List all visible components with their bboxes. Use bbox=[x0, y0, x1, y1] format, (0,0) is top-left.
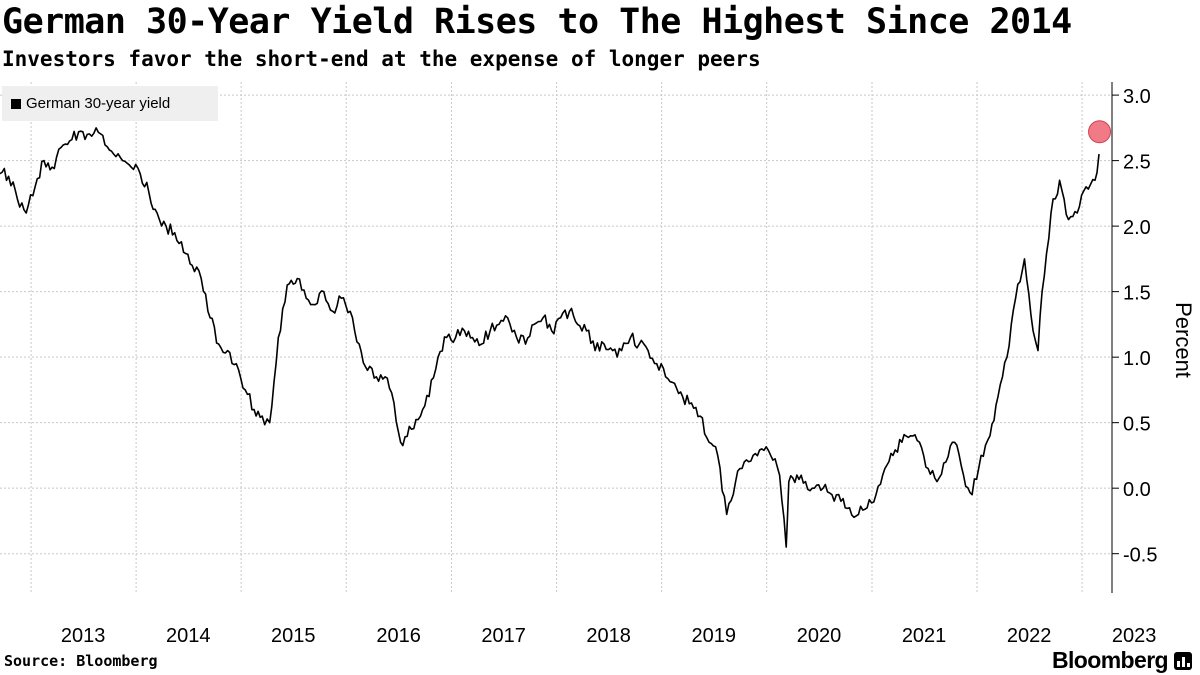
x-tick-label: 2017 bbox=[481, 625, 526, 647]
x-tick-label: 2019 bbox=[691, 625, 736, 647]
x-tick-label: 2014 bbox=[166, 625, 211, 647]
bloomberg-chart-icon bbox=[1174, 652, 1192, 670]
x-tick-label: 2022 bbox=[1007, 625, 1052, 647]
chart-subtitle: Investors favor the short-end at the exp… bbox=[2, 47, 761, 71]
y-tick-label: 1.5 bbox=[1123, 283, 1151, 305]
x-tick-label: 2023 bbox=[1112, 625, 1157, 647]
latest-value-marker bbox=[1088, 120, 1112, 144]
x-tick-label: 2018 bbox=[586, 625, 631, 647]
y-tick-label: 2.5 bbox=[1123, 152, 1151, 174]
y-tick-label: 3.0 bbox=[1123, 86, 1151, 108]
legend-swatch bbox=[11, 98, 21, 109]
y-axis-label: Percent bbox=[1171, 302, 1196, 378]
legend-label: German 30-year yield bbox=[26, 95, 171, 112]
y-tick-label: 2.0 bbox=[1123, 217, 1151, 239]
source-note: Source: Bloomberg bbox=[4, 652, 158, 670]
x-tick-label: 2013 bbox=[61, 625, 106, 647]
x-axis: 2013 2014 2015 2016 2017 2018 2019 2020 2021 2022… bbox=[61, 625, 1156, 647]
y-tick-label: 0.5 bbox=[1123, 414, 1151, 436]
x-tick-label: 2016 bbox=[376, 625, 421, 647]
grid-lines bbox=[0, 82, 1112, 593]
y-tick-label: 0.0 bbox=[1123, 479, 1151, 501]
chart-title: German 30-Year Yield Rises to The Highes… bbox=[2, 2, 1072, 42]
y-tick-label: 1.0 bbox=[1123, 348, 1151, 370]
x-tick-label: 2021 bbox=[902, 625, 947, 647]
y-tick-label: -0.5 bbox=[1123, 545, 1157, 567]
x-tick-label: 2015 bbox=[271, 625, 316, 647]
y-axis: 3.0 2.5 2.0 1.5 1.0 0.5 0.0 -0.5 bbox=[1111, 82, 1157, 593]
x-tick-label: 2020 bbox=[797, 625, 842, 647]
german-30y-yield-line bbox=[0, 127, 1100, 548]
legend: German 30-year yield bbox=[2, 86, 218, 121]
brand-logo: Bloomberg bbox=[1052, 647, 1169, 673]
